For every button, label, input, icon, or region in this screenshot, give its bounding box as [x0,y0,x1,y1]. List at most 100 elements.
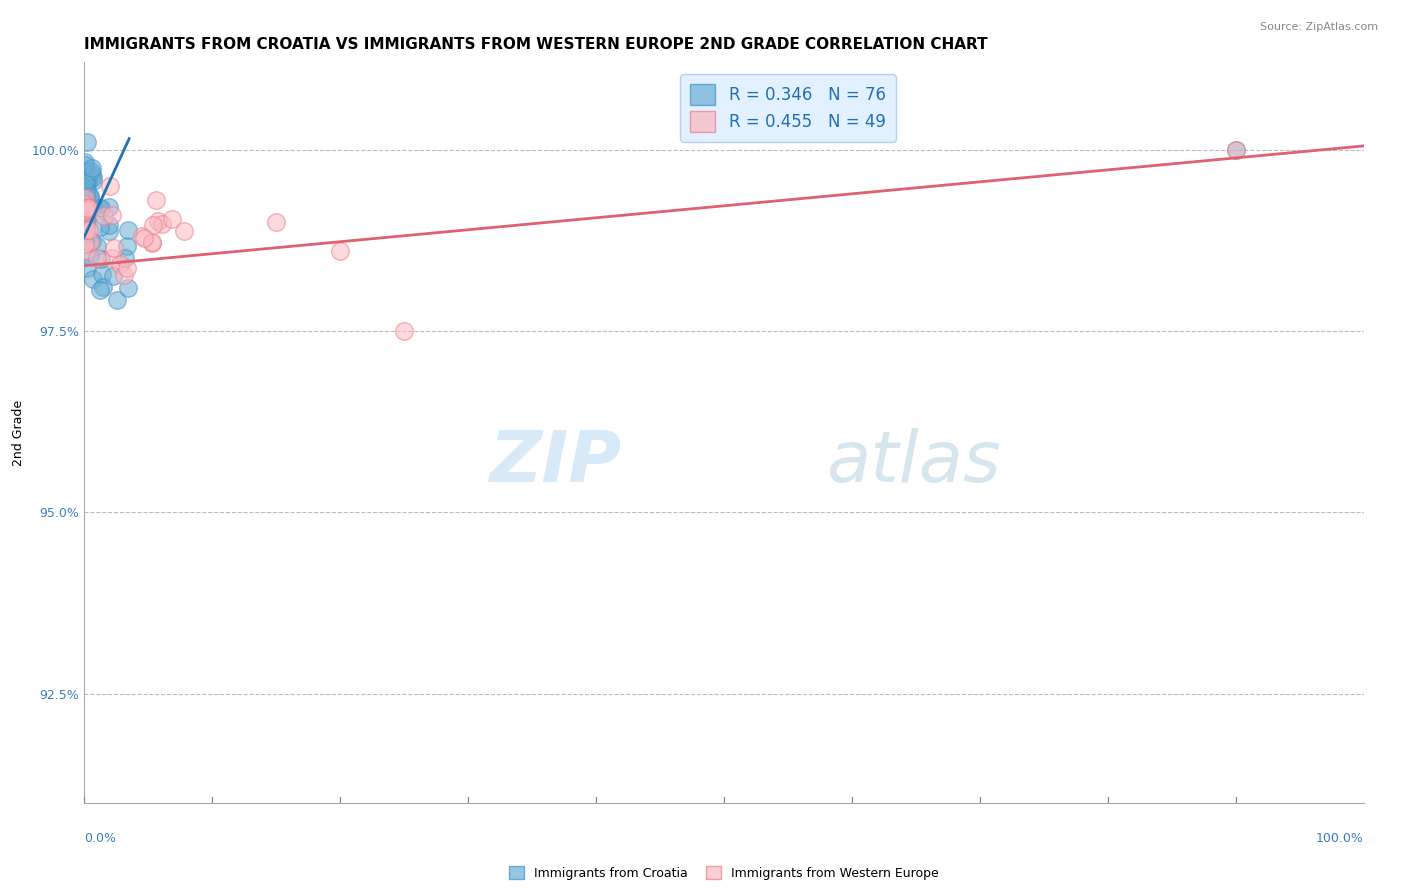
Point [89,201,111,215]
Text: Source: ZipAtlas.com: Source: ZipAtlas.com [1260,22,1378,32]
Point [76,203,98,218]
Point [79,201,101,215]
Point [77,222,100,236]
Point [73,209,96,223]
Point [86,251,108,265]
Point [114,251,136,265]
Point [80,234,103,248]
Point [1225,143,1247,157]
Text: IMMIGRANTS FROM CROATIA VS IMMIGRANTS FROM WESTERN EUROPE 2ND GRADE CORRELATION : IMMIGRANTS FROM CROATIA VS IMMIGRANTS FR… [84,37,988,52]
Point [75,198,97,212]
Point [117,223,139,237]
Point [79,202,101,217]
Point [79,189,101,203]
Point [75,159,97,173]
Point [76,202,98,217]
Point [82,272,104,286]
Point [73,170,96,185]
Point [76,172,98,186]
Point [73,217,96,231]
Point [73,155,96,169]
Point [79,249,101,263]
Point [75,203,97,218]
Point [75,191,97,205]
Point [75,223,97,237]
Point [93,209,115,223]
Point [77,202,100,217]
Point [73,165,96,179]
Point [76,213,98,227]
Point [75,219,97,233]
Point [77,200,100,214]
Point [264,215,288,229]
Point [73,227,96,242]
Point [79,235,101,249]
Point [112,268,135,282]
Point [75,195,97,210]
Point [73,176,96,190]
Point [82,200,104,214]
Point [90,252,112,266]
Point [98,223,121,237]
Point [98,178,121,193]
Point [75,186,97,201]
Point [329,244,352,259]
Point [76,174,98,188]
Point [173,224,195,238]
Point [75,163,97,178]
Point [73,236,96,251]
Point [150,218,173,232]
Point [82,174,104,188]
Point [103,241,125,255]
Point [145,193,167,207]
Point [89,219,111,234]
Point [101,208,124,222]
Text: atlas: atlas [827,428,1001,497]
Point [75,219,97,234]
Point [110,257,132,271]
Point [75,204,97,219]
Legend: R = 0.346   N = 76, R = 0.455   N = 49: R = 0.346 N = 76, R = 0.455 N = 49 [681,74,896,142]
Point [77,193,100,207]
Point [76,186,98,200]
Point [87,201,110,215]
Point [97,218,120,232]
Point [134,231,156,245]
Point [100,252,122,266]
Point [141,235,163,250]
Y-axis label: 2nd Grade: 2nd Grade [11,400,25,466]
Point [101,269,124,284]
Point [76,202,98,216]
Point [76,178,98,193]
Point [73,216,96,230]
Point [76,136,98,150]
Point [117,280,139,294]
Point [75,201,97,215]
Point [76,170,98,185]
Point [75,202,97,217]
Point [77,173,100,187]
Point [160,211,183,226]
Point [75,216,97,230]
Text: 100.0%: 100.0% [1316,832,1364,846]
Point [73,186,96,200]
Point [115,261,138,276]
Point [131,229,153,244]
Point [75,169,97,183]
Point [148,213,170,227]
Point [97,201,120,215]
Point [73,232,96,246]
Point [1225,143,1247,157]
Point [75,196,97,211]
Point [73,194,96,209]
Point [75,243,97,257]
Point [141,236,163,251]
Text: 0.0%: 0.0% [84,832,117,846]
Point [73,229,96,244]
Point [73,231,96,245]
Point [73,216,96,230]
Point [91,279,114,293]
Point [79,164,101,178]
Point [75,174,97,188]
Point [73,222,96,236]
